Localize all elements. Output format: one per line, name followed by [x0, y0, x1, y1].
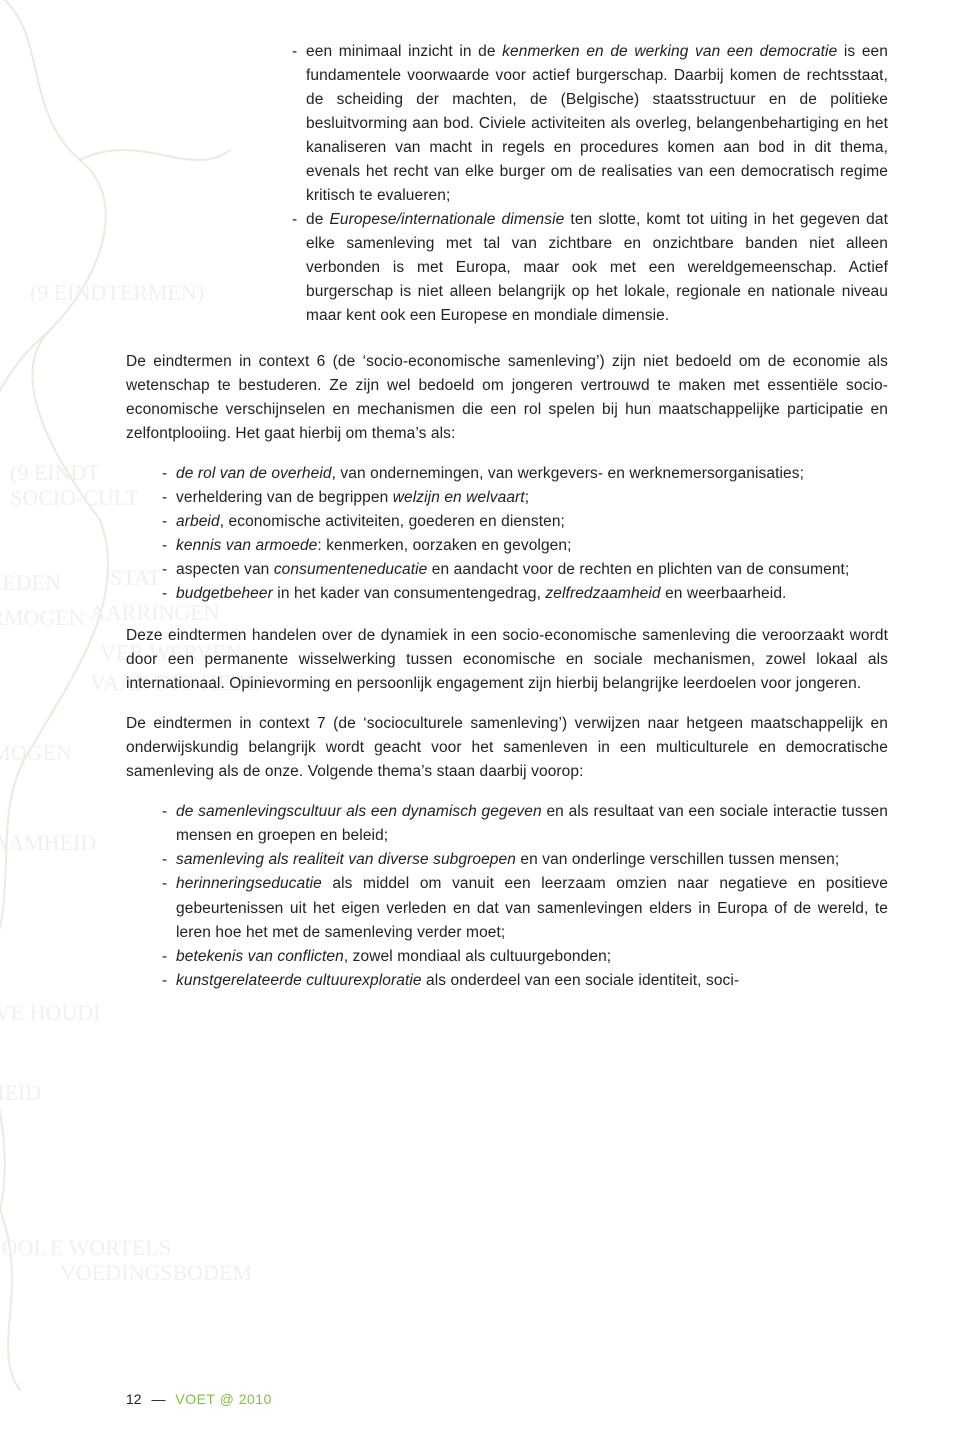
- list-item: kunstgerelateerde cultuurexploratie als …: [162, 969, 888, 993]
- intro-bullet-list: een minimaal inzicht in de kenmerken en …: [126, 40, 888, 328]
- themes-list-7: de samenlevingscultuur als een dynamisch…: [126, 800, 888, 992]
- paragraph: De eindtermen in context 7 (de ‘sociocul…: [126, 712, 888, 784]
- list-item: budgetbeheer in het kader van consumente…: [162, 582, 888, 606]
- list-item: de samenlevingscultuur als een dynamisch…: [162, 800, 888, 848]
- page-footer: 12 — VOET @ 2010: [126, 1391, 272, 1407]
- page-number: 12: [126, 1391, 142, 1407]
- list-item: de rol van de overheid, van onderneminge…: [162, 462, 888, 486]
- list-item: herinneringseducatie als middel om vanui…: [162, 872, 888, 944]
- svg-text:BEKWAAMHEID: BEKWAAMHEID: [0, 830, 96, 855]
- list-item: arbeid, economische activiteiten, goeder…: [162, 510, 888, 534]
- svg-text:S VERMOGEN: S VERMOGEN: [0, 740, 72, 765]
- footer-separator: —: [151, 1391, 165, 1407]
- svg-text:ELIJKHEID: ELIJKHEID: [0, 1080, 41, 1105]
- list-item: een minimaal inzicht in de kenmerken en …: [292, 40, 888, 208]
- paragraph: De eindtermen in context 6 (de ‘socio-ec…: [126, 350, 888, 446]
- list-item: samenleving als realiteit van diverse su…: [162, 848, 888, 872]
- svg-text:VERMOGEN: VERMOGEN: [0, 605, 85, 630]
- page-content: een minimaal inzicht in de kenmerken en …: [126, 40, 888, 993]
- document-title: VOET @ 2010: [175, 1391, 272, 1407]
- paragraph: Deze eindtermen handelen over de dynamie…: [126, 624, 888, 696]
- svg-text:E WORTELS: E WORTELS: [50, 1235, 171, 1260]
- paragraph-text: De eindtermen in context 7 (de ‘sociocul…: [126, 712, 888, 784]
- list-item: verheldering van de begrippen welzijn en…: [162, 486, 888, 510]
- paragraph-text: De eindtermen in context 6 (de ‘socio-ec…: [126, 350, 888, 446]
- themes-list-6: de rol van de overheid, van onderneminge…: [126, 462, 888, 606]
- list-item: betekenis van conflicten, zowel mondiaal…: [162, 945, 888, 969]
- list-item: aspecten van consumenteneducatie en aand…: [162, 558, 888, 582]
- svg-text:SOCIO-CULT: SOCIO-CULT: [10, 485, 139, 510]
- svg-text:VOEDINGSBODEM: VOEDINGSBODEM: [60, 1260, 252, 1285]
- page: DIG-HEDEN VERMOGEN STAT AARRINGEN VER WE…: [0, 0, 960, 1433]
- svg-text:(9 EINDT: (9 EINDT: [10, 460, 100, 485]
- svg-text:E SCHOOL: E SCHOOL: [0, 1235, 47, 1260]
- list-item: kennis van armoede: kenmerken, oorzaken …: [162, 534, 888, 558]
- list-item: de Europese/internationale dimensie ten …: [292, 208, 888, 328]
- svg-text:UCTIEVE HOUDI: UCTIEVE HOUDI: [0, 1000, 100, 1025]
- svg-text:DIG-HEDEN: DIG-HEDEN: [0, 570, 61, 595]
- paragraph-text: Deze eindtermen handelen over de dynamie…: [126, 624, 888, 696]
